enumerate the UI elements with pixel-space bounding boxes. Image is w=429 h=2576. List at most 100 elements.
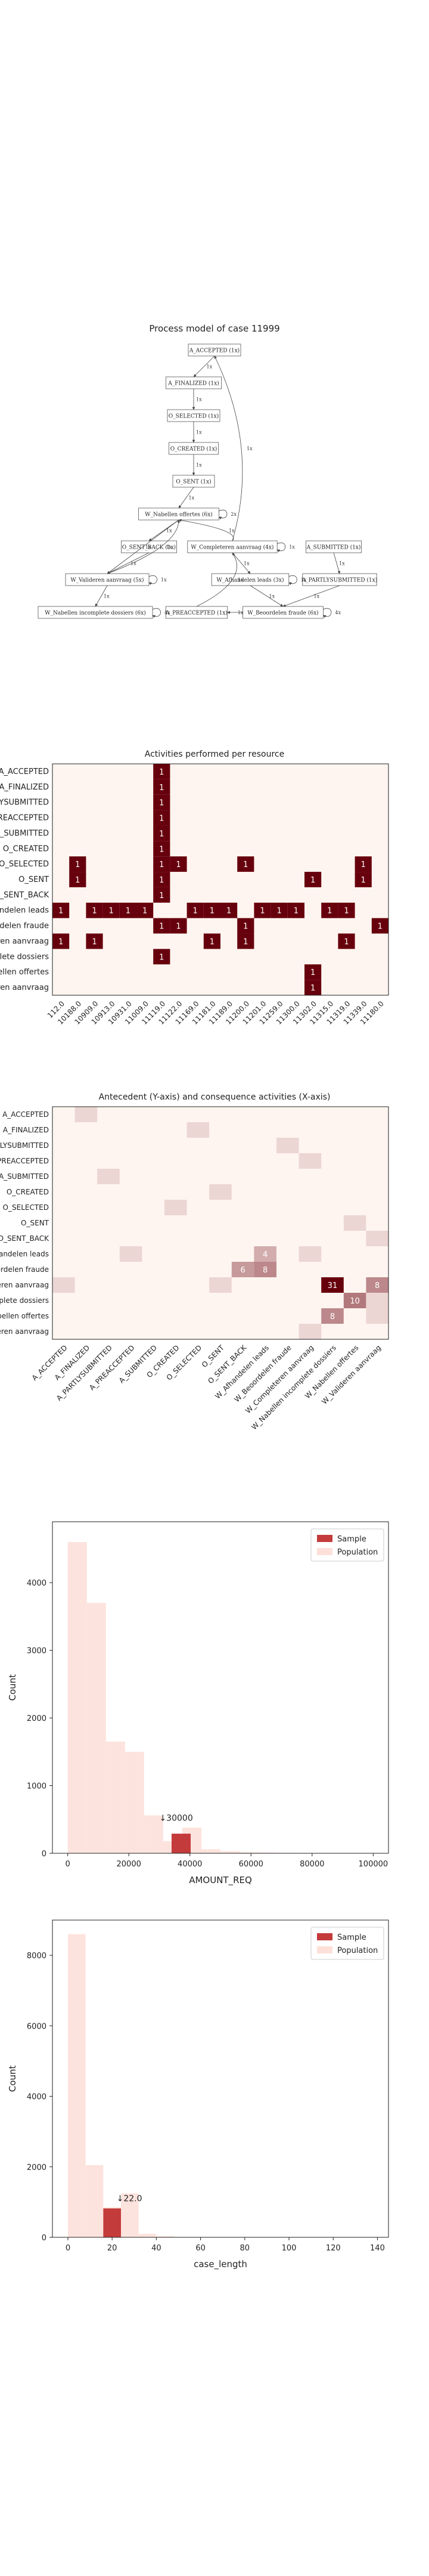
heatmap-cell-value: 1 — [243, 922, 248, 931]
process-edge: 1x — [196, 552, 244, 607]
process-edge-label: 1x — [247, 446, 253, 451]
heatmap-cell — [371, 918, 388, 934]
process-model-graph: Process model of case 11999 A_ACCEPTED (… — [38, 323, 377, 619]
process-edge-label: 1x — [145, 544, 151, 550]
process-edge-label: 1x — [166, 544, 172, 550]
population-bar — [121, 2193, 139, 2237]
heatmap-row-label: W_Beoordelen fraude — [0, 922, 49, 931]
process-edge-label: 1x — [196, 397, 202, 402]
heatmap2-title: Antecedent (Y-axis) and consequence acti… — [99, 1092, 331, 1102]
x-tick-label: 140 — [370, 2244, 385, 2253]
process-edge: 1x — [276, 542, 295, 553]
heatmap-cell — [153, 872, 170, 887]
process-node: W_Nabellen offertes (6x) — [138, 507, 219, 521]
process-edge-line — [148, 575, 157, 586]
legend-sample-label: Sample — [337, 1535, 366, 1544]
heatmap-cell — [299, 1324, 322, 1339]
process-edge-line — [107, 519, 179, 574]
process-edge-label: 1x — [314, 594, 320, 599]
heatmap-cell — [153, 810, 170, 826]
process-edge: 1x — [214, 355, 253, 541]
sample-annotation: ↓30000 — [159, 1814, 192, 1823]
heatmap-cell-value: 1 — [159, 876, 164, 885]
population-bar — [220, 1851, 240, 1853]
heatmap-cell — [237, 933, 254, 949]
heatmap-row-label: W_Completeren aanvraag — [0, 1281, 49, 1289]
process-node: A_ACCEPTED (1x) — [188, 343, 241, 357]
process-edge: 1x — [107, 552, 150, 574]
heatmap-cell — [321, 902, 338, 918]
process-edge-label: 1x — [289, 544, 295, 550]
heatmap-row-label: A_FINALIZED — [3, 1126, 49, 1134]
process-edge: 1x — [107, 519, 181, 574]
heatmap-cell — [102, 902, 120, 918]
process-node: O_SENT (1x) — [172, 475, 215, 488]
x-axis-label: case_length — [194, 2259, 247, 2270]
heatmap-cell — [164, 1200, 187, 1215]
heatmap-row-label: W_Completeren aanvraag — [0, 937, 49, 946]
x-tick-label: 0 — [66, 2244, 70, 2253]
heatmap-cell-value: 1 — [92, 937, 97, 946]
sample-bar — [171, 1834, 191, 1853]
process-edge: 1x — [148, 575, 167, 586]
heatmap-frame — [52, 1106, 389, 1340]
heatmap-row-label: W_Valideren aanvraag — [0, 1327, 49, 1336]
heatmap-row-label: W_Nabellen incomplete dossiers — [0, 952, 49, 961]
population-bar — [240, 1852, 259, 1853]
process-edge: 1x — [250, 585, 284, 607]
x-tick-label: 80 — [240, 2244, 250, 2253]
heatmap-cell-value: 1 — [58, 907, 63, 916]
heatmap-row-label: A_SUBMITTED — [0, 829, 49, 838]
heatmap-row-label: A_ACCEPTED — [0, 767, 49, 776]
process-edge: 1x — [192, 421, 202, 443]
heatmap-cell — [237, 856, 254, 872]
heatmap-cell — [153, 779, 170, 795]
heatmap-cell — [254, 1262, 276, 1277]
process-edge: 1x — [95, 585, 110, 607]
process-edge-line — [196, 552, 237, 607]
heatmap-cell-value: 31 — [328, 1281, 338, 1290]
heatmap-row-label: O_CREATED — [3, 844, 49, 853]
process-edge-label: 2x — [231, 512, 237, 517]
x-tick-label: 80000 — [300, 1860, 324, 1869]
population-bar — [144, 1815, 163, 1853]
heatmap-row-label: A_PARTLYSUBMITTED — [0, 798, 49, 807]
process-edge: 1x — [232, 552, 251, 574]
heatmap-row-label: W_Afhandelen leads — [0, 1250, 49, 1258]
process-edge: 1x — [193, 355, 215, 377]
heatmap-row-label: O_SENT — [21, 1219, 49, 1227]
heatmap-cell-value: 1 — [159, 799, 164, 808]
heatmap-row-label: A_ACCEPTED — [2, 1110, 49, 1119]
process-edge-line — [95, 585, 108, 607]
heatmap-cell-value: 1 — [260, 907, 265, 916]
heatmap-cell — [69, 856, 86, 872]
y-tick-label: 0 — [42, 1850, 46, 1859]
heatmap-cell — [153, 856, 170, 872]
process-edge-label: 1x — [301, 577, 307, 583]
heatmap-cell-value: 1 — [361, 876, 366, 885]
heatmap-cell — [287, 902, 304, 918]
heatmap-row-label: W_Nabellen incomplete dossiers — [0, 1296, 49, 1305]
heatmap-cell-value: 1 — [210, 937, 214, 946]
process-node-label: W_Valideren aanvraag (5x) — [70, 577, 144, 584]
process-edge-label: 1x — [196, 430, 202, 435]
heatmap-cell — [153, 841, 170, 857]
heatmap-row-label: A_FINALIZED — [0, 783, 49, 792]
process-edge-label: 1x — [130, 561, 136, 566]
heatmap-cell — [203, 902, 220, 918]
heatmap-cell-value: 1 — [226, 907, 231, 916]
heatmap-cell — [276, 1138, 299, 1153]
heatmap-cell — [153, 764, 170, 779]
process-edge-label: 1x — [238, 577, 244, 583]
amount-req-histogram: 0 20000 40000 60000 80000 100000 0 1000 2000 3000… — [7, 1521, 389, 1886]
process-node-label: W_Completeren aanvraag (4x) — [191, 544, 274, 551]
heatmap-cell-value: 1 — [361, 860, 366, 869]
heatmap-cell-value: 1 — [75, 860, 80, 869]
process-node-label: O_SENT (1x) — [176, 479, 211, 485]
y-axis-label: Count — [7, 1674, 18, 1701]
heatmap-row-label: W_Nabellen offertes — [0, 968, 49, 977]
heatmap-cell — [304, 964, 322, 980]
heatmap-cell-value: 1 — [327, 907, 332, 916]
x-tick-label: 20000 — [117, 1860, 141, 1869]
heatmap-cell — [299, 1153, 322, 1169]
